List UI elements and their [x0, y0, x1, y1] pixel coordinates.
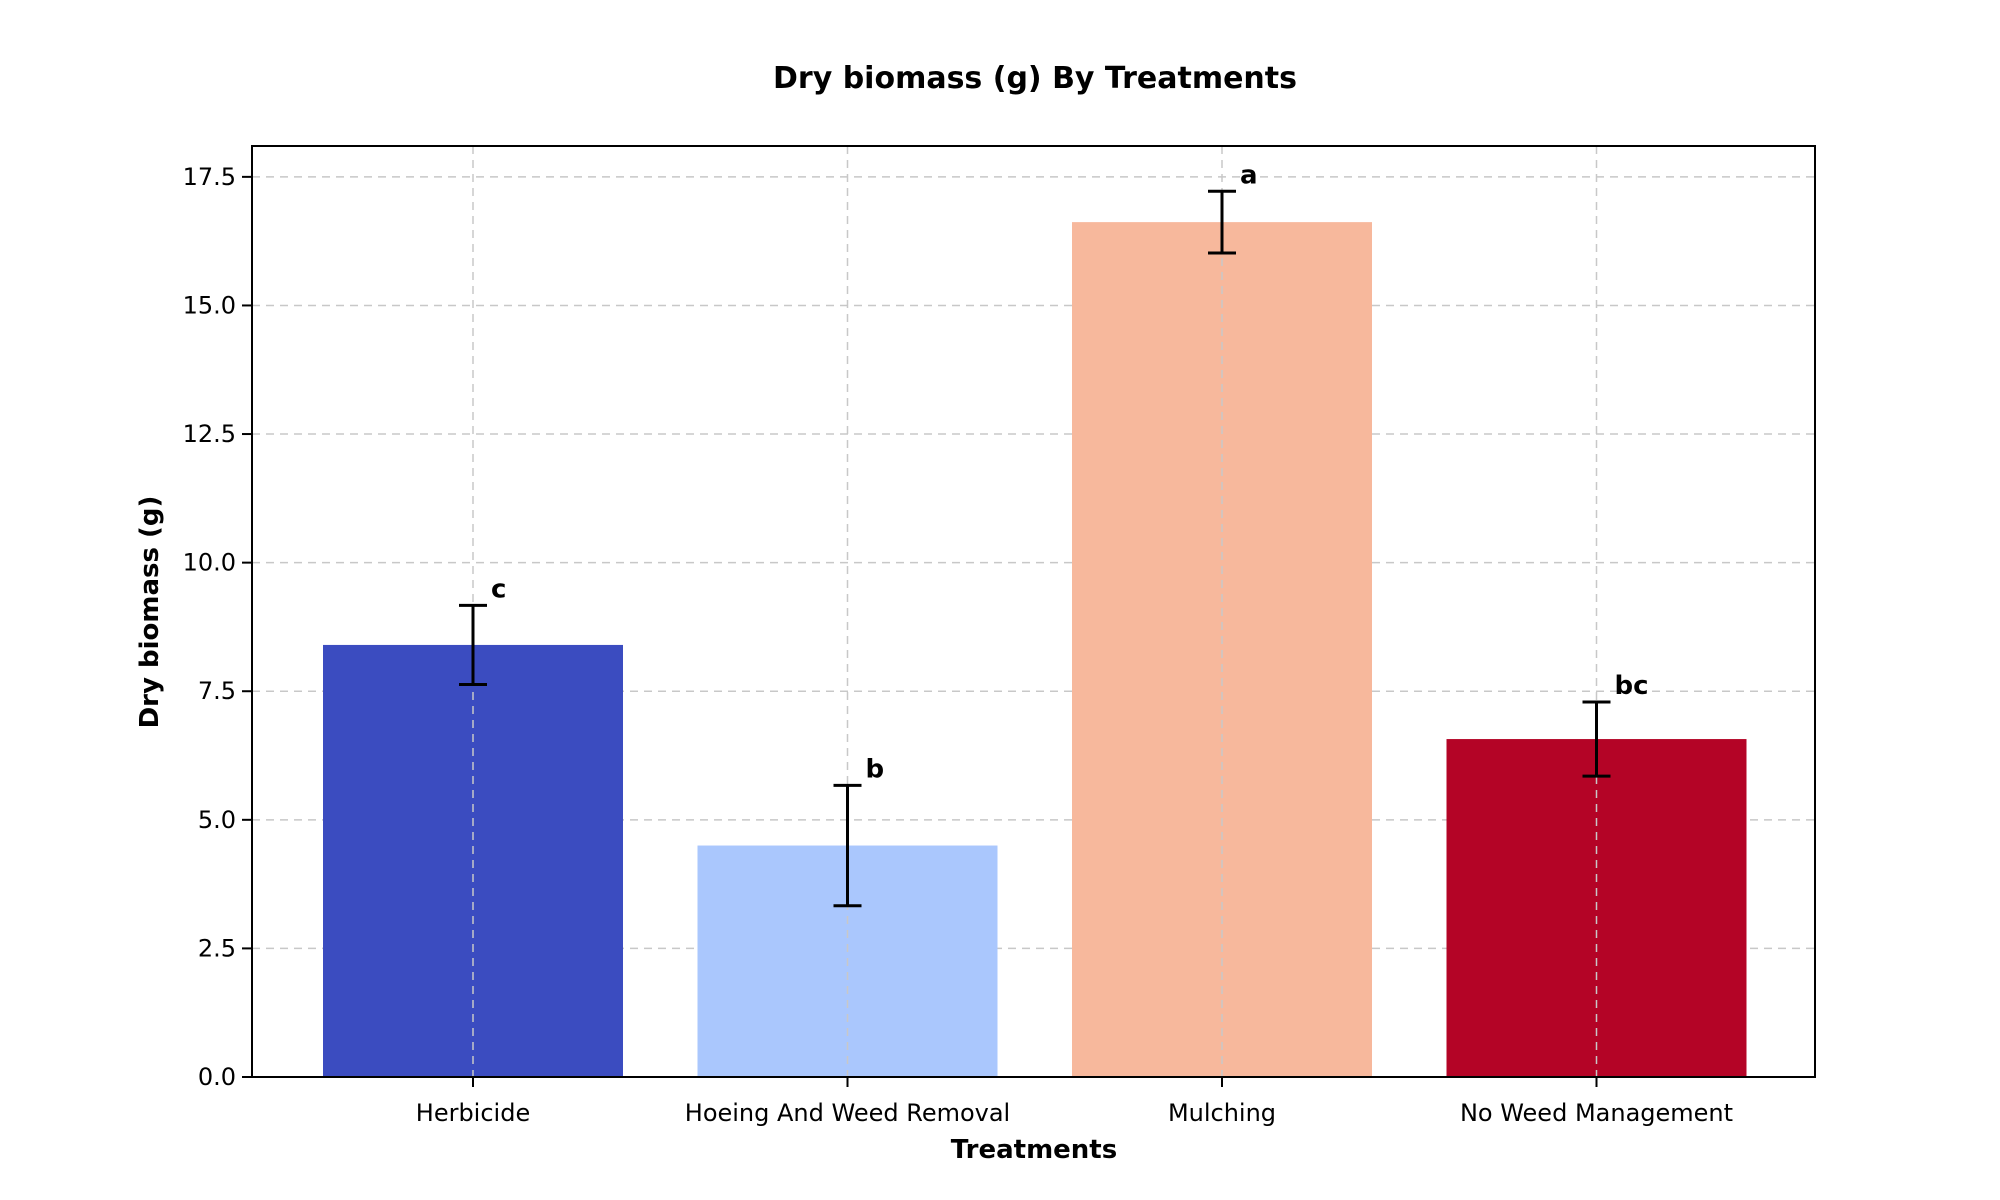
group-letter-label: b [866, 754, 885, 784]
group-letter-label: a [1240, 160, 1258, 190]
plot-area-frame [251, 145, 1816, 1078]
error-bar [1582, 700, 1611, 778]
error-bar [1208, 189, 1236, 255]
error-bars [459, 189, 1611, 908]
x-tick-label: Mulching [1168, 1099, 1276, 1127]
error-bar [833, 783, 862, 908]
x-tick-label: No Weed Management [1460, 1099, 1733, 1127]
group-letter-labels: c b a bc [491, 160, 1649, 784]
group-letter-label: bc [1615, 671, 1649, 701]
y-axis-label: Dry biomass (g) [135, 496, 165, 729]
y-tick-label: 15.0 [183, 291, 236, 319]
grid-overlay [472, 146, 1598, 1077]
y-tick-label: 0.0 [198, 1063, 236, 1091]
y-tick-label: 17.5 [183, 163, 236, 191]
x-axis-label: Treatments [951, 1135, 1117, 1165]
y-tick-label: 2.5 [198, 934, 236, 962]
group-letter-label: c [491, 574, 506, 604]
x-tick-label: Hoeing And Weed Removal [685, 1099, 1010, 1127]
chart-title: Dry biomass (g) By Treatments [773, 61, 1297, 96]
y-tick-label: 5.0 [198, 806, 236, 834]
y-tick-label: 10.0 [183, 549, 236, 577]
y-tick-label: 12.5 [183, 420, 236, 448]
error-bar [459, 603, 487, 687]
bars [323, 222, 1747, 1077]
x-tick-label: Herbicide [416, 1099, 530, 1127]
y-axis-ticks: 0.0 2.5 5.0 7.5 10.0 12.5 15.0 17.5 [183, 163, 252, 1091]
x-axis-ticks: Herbicide Hoeing And Weed Removal Mulching… [416, 1077, 1733, 1127]
y-tick-label: 7.5 [198, 677, 236, 705]
